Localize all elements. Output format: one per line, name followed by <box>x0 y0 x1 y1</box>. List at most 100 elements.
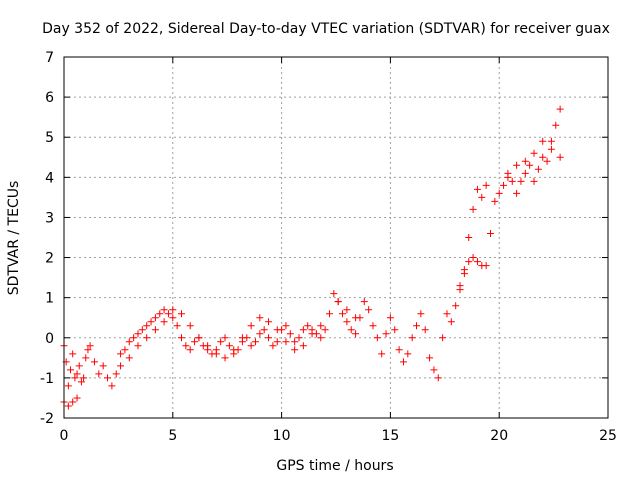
y-axis-label: SDTVAR / TECUs <box>6 181 22 296</box>
data-point <box>482 181 490 189</box>
data-point <box>138 326 146 334</box>
data-point <box>75 362 83 370</box>
data-point <box>386 314 394 322</box>
data-point <box>556 105 564 113</box>
data-point <box>71 374 79 382</box>
data-point <box>469 254 477 262</box>
data-point <box>77 378 85 386</box>
data-point <box>478 193 486 201</box>
data-point <box>352 314 360 322</box>
data-point <box>365 306 373 314</box>
data-point <box>156 310 164 318</box>
data-point <box>434 374 442 382</box>
data-point <box>486 229 494 237</box>
data-point <box>67 366 75 374</box>
axis-ticks: 0 5 10 15 20 25 -2 -1 0 1 2 3 4 5 6 7 <box>40 50 617 444</box>
data-point <box>452 302 460 310</box>
data-point <box>504 169 512 177</box>
y-tick-label: 2 <box>45 251 54 267</box>
data-point <box>108 382 116 390</box>
data-point <box>117 362 125 370</box>
x-axis-label: GPS time / hours <box>276 458 393 474</box>
data-point <box>230 346 238 354</box>
data-point <box>178 334 186 342</box>
data-point <box>421 326 429 334</box>
data-point <box>391 326 399 334</box>
gridlines <box>64 57 608 418</box>
data-point <box>339 310 347 318</box>
data-point <box>334 298 342 306</box>
data-point <box>225 342 233 350</box>
data-point <box>534 165 542 173</box>
y-tick-label: -1 <box>40 371 54 387</box>
data-point <box>64 382 72 390</box>
data-point <box>399 358 407 366</box>
data-point <box>495 189 503 197</box>
data-point <box>352 330 360 338</box>
data-point <box>221 334 229 342</box>
data-point <box>169 314 177 322</box>
x-tick-label: 10 <box>273 428 291 444</box>
data-point <box>404 350 412 358</box>
data-point <box>382 330 390 338</box>
data-point <box>552 121 560 129</box>
data-point <box>473 258 481 266</box>
data-point <box>347 326 355 334</box>
x-tick-label: 0 <box>60 428 69 444</box>
y-tick-label: 0 <box>45 331 54 347</box>
data-point <box>430 366 438 374</box>
data-point <box>143 322 151 330</box>
data-point <box>64 402 72 410</box>
data-point <box>195 334 203 342</box>
data-point <box>460 270 468 278</box>
data-point <box>500 181 508 189</box>
data-point <box>343 318 351 326</box>
data-point <box>530 149 538 157</box>
data-point <box>378 350 386 358</box>
data-point <box>204 342 212 350</box>
data-point <box>251 338 259 346</box>
data-point <box>104 374 112 382</box>
data-point <box>69 350 77 358</box>
data-point <box>186 346 194 354</box>
data-point <box>212 350 220 358</box>
data-point <box>521 157 529 165</box>
data-point <box>308 330 316 338</box>
data-point <box>186 322 194 330</box>
data-point <box>417 310 425 318</box>
data-point <box>408 334 416 342</box>
data-point <box>443 310 451 318</box>
data-point <box>130 334 138 342</box>
data-point <box>247 322 255 330</box>
data-point <box>247 342 255 350</box>
data-point <box>90 358 98 366</box>
y-tick-label: 6 <box>45 90 54 106</box>
x-tick-label: 20 <box>490 428 508 444</box>
data-point <box>360 298 368 306</box>
data-point <box>121 346 129 354</box>
data-point <box>73 370 81 378</box>
data-point <box>117 350 125 358</box>
data-point <box>260 326 268 334</box>
data-point <box>456 282 464 290</box>
data-point <box>282 338 290 346</box>
data-point <box>191 338 199 346</box>
data-point <box>286 330 294 338</box>
data-point <box>80 374 88 382</box>
data-point <box>147 318 155 326</box>
data-point <box>521 169 529 177</box>
data-point <box>69 398 77 406</box>
data-point <box>317 334 325 342</box>
data-point <box>304 322 312 330</box>
data-point <box>473 185 481 193</box>
plot-frame <box>63 56 609 419</box>
data-point <box>517 177 525 185</box>
data-point <box>273 326 281 334</box>
y-tick-label: 5 <box>45 130 54 146</box>
data-point <box>265 318 273 326</box>
data-point <box>543 157 551 165</box>
data-point <box>482 262 490 270</box>
data-point <box>317 322 325 330</box>
